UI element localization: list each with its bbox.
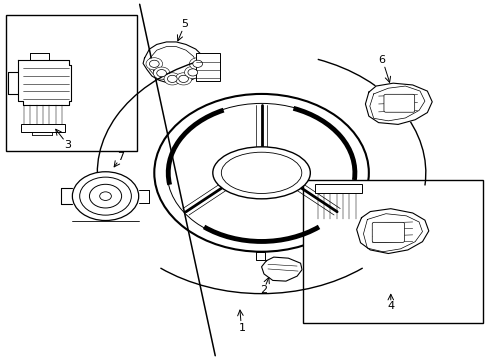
- Circle shape: [167, 75, 177, 82]
- Circle shape: [154, 94, 368, 252]
- Bar: [315, 184, 361, 193]
- Polygon shape: [261, 257, 302, 281]
- Polygon shape: [365, 83, 431, 125]
- Bar: [195, 53, 220, 81]
- Text: 2: 2: [260, 285, 267, 296]
- Circle shape: [187, 69, 197, 76]
- Polygon shape: [356, 209, 428, 253]
- Circle shape: [100, 192, 111, 201]
- Text: 4: 4: [386, 301, 393, 311]
- Ellipse shape: [221, 152, 301, 193]
- Circle shape: [89, 184, 122, 208]
- Text: 7: 7: [116, 152, 123, 162]
- Circle shape: [184, 66, 201, 78]
- Text: 3: 3: [64, 140, 71, 150]
- Circle shape: [189, 58, 205, 70]
- Bar: [303, 180, 483, 323]
- Circle shape: [157, 69, 166, 77]
- Circle shape: [149, 60, 159, 67]
- Bar: [21, 125, 65, 132]
- Circle shape: [153, 67, 169, 79]
- Text: 6: 6: [378, 55, 385, 65]
- Circle shape: [178, 75, 188, 82]
- Ellipse shape: [212, 147, 310, 199]
- Circle shape: [146, 58, 162, 70]
- Circle shape: [163, 73, 180, 85]
- Bar: [5, 15, 137, 151]
- Circle shape: [175, 73, 191, 85]
- FancyBboxPatch shape: [383, 94, 414, 112]
- Circle shape: [72, 172, 139, 221]
- Text: 1: 1: [238, 323, 245, 333]
- FancyBboxPatch shape: [371, 222, 404, 242]
- Text: 5: 5: [181, 19, 188, 29]
- Circle shape: [192, 60, 202, 67]
- Circle shape: [80, 177, 131, 215]
